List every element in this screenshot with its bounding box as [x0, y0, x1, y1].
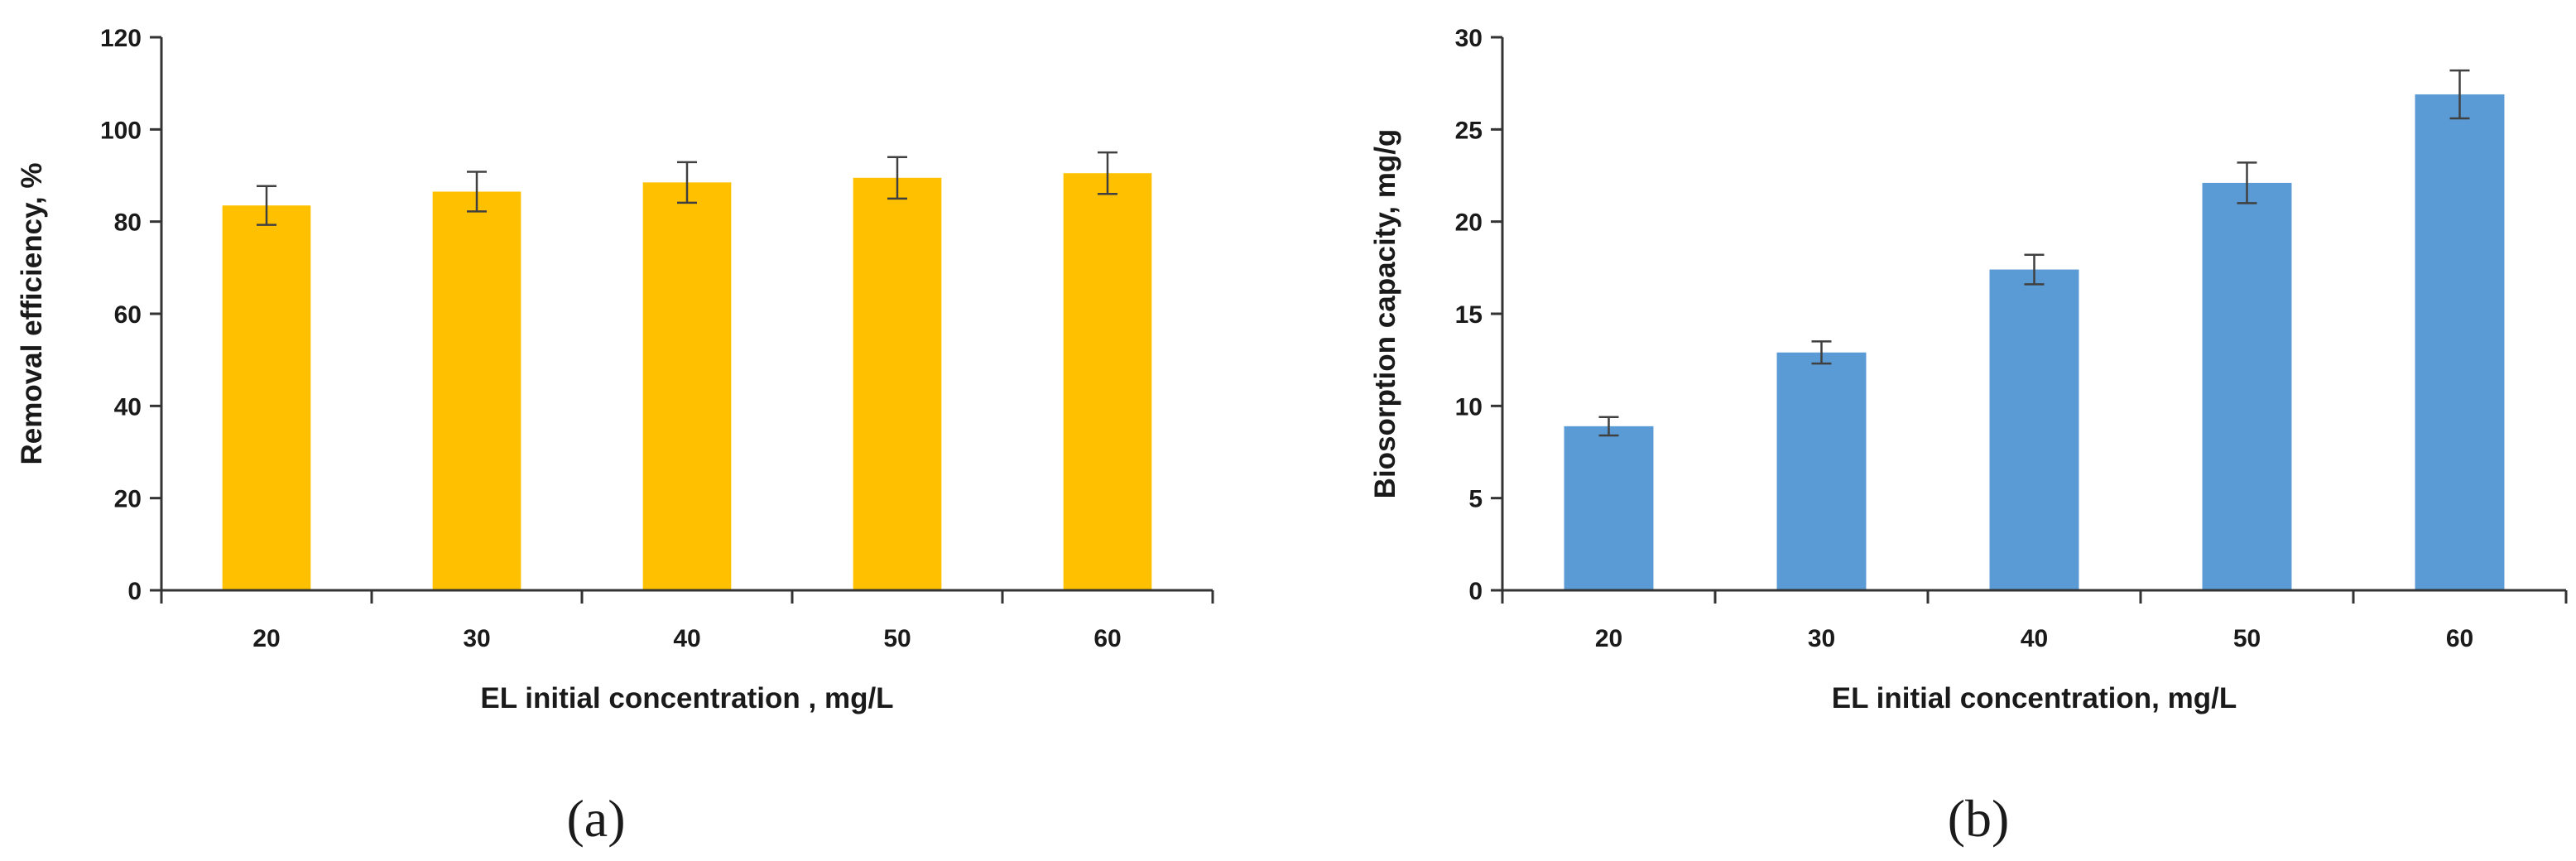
y-tick-label: 80	[114, 209, 142, 237]
panel-label-a: (a)	[566, 789, 625, 848]
y-tick-label: 20	[114, 486, 142, 513]
y-tick-label: 60	[114, 301, 142, 329]
bar	[2415, 94, 2505, 590]
bar	[1063, 173, 1152, 590]
bar	[432, 191, 521, 590]
x-tick-label: 40	[673, 625, 700, 652]
y-tick-label: 0	[127, 578, 142, 605]
y-tick-label: 25	[1455, 117, 1483, 144]
x-tick-label: 50	[883, 625, 911, 652]
y-tick-label: 100	[100, 117, 142, 144]
y-tick-label: 5	[1468, 486, 1483, 513]
y-tick-label: 30	[1455, 25, 1483, 52]
x-tick-label: 40	[2021, 625, 2048, 652]
x-tick-label: 20	[252, 625, 280, 652]
y-tick-label: 20	[1455, 209, 1483, 237]
panel-label-b: (b)	[1948, 789, 2010, 848]
chart-b: 0 5 10 15 20 25 30 20 30 40 50 60 EL initial concent…	[1369, 25, 2568, 714]
bar	[2202, 182, 2292, 590]
x-tick-label: 30	[1808, 625, 1835, 652]
x-axis-title: EL initial concentration , mg/L	[480, 682, 893, 714]
bar	[1564, 426, 1654, 590]
x-tick-label: 60	[1093, 625, 1121, 652]
y-tick-label: 10	[1455, 393, 1483, 421]
bar	[1776, 352, 1867, 590]
x-tick-label: 50	[2233, 625, 2261, 652]
y-axis-title: Biosorption capacity, mg/g	[1369, 129, 1401, 499]
x-tick-label: 20	[1595, 625, 1622, 652]
x-tick-label: 60	[2446, 625, 2473, 652]
y-tick-label: 120	[100, 25, 142, 52]
x-axis-title: EL initial concentration, mg/L	[1832, 682, 2237, 714]
y-axis-title: Removal efficiency, %	[16, 162, 48, 464]
chart-a: 0 20 40 60 80 100 120 20 30 40 50 60 EL initial conc…	[16, 25, 1214, 714]
x-tick-label: 30	[463, 625, 490, 652]
bar	[642, 182, 732, 590]
bar	[1989, 269, 2079, 590]
y-tick-label: 0	[1468, 578, 1483, 605]
y-tick-label: 40	[114, 393, 142, 421]
y-tick-label: 15	[1455, 301, 1483, 329]
bar	[853, 177, 942, 591]
bar	[222, 205, 311, 590]
